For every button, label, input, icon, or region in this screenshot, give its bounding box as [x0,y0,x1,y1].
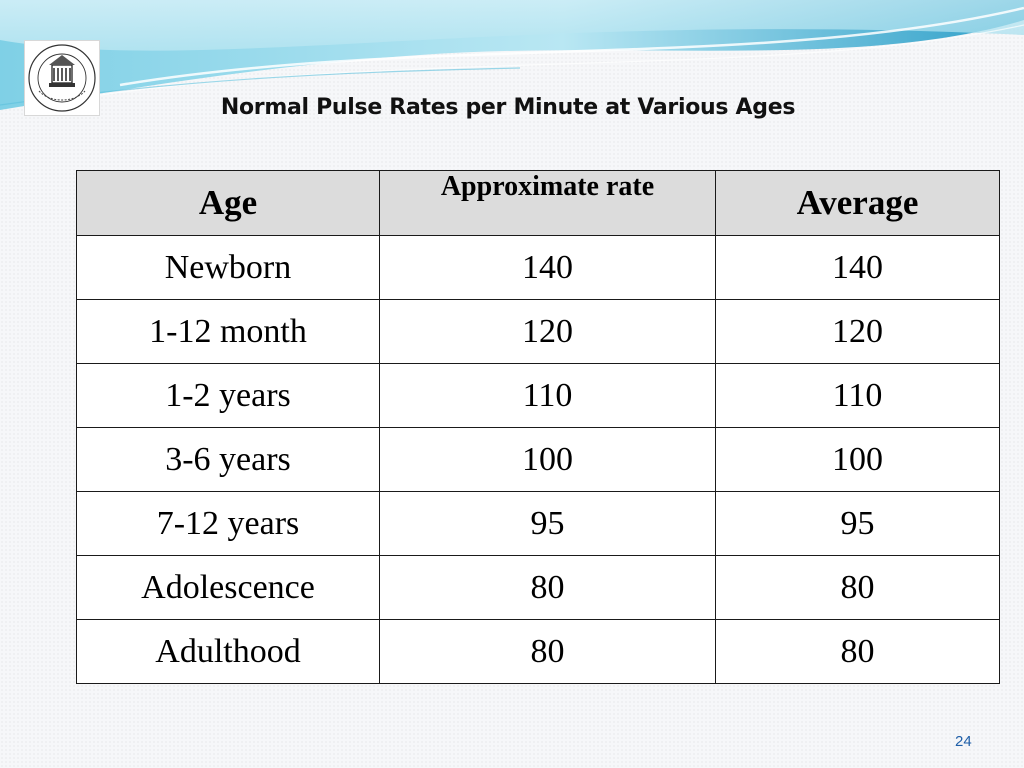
cell-rate: 120 [379,299,716,364]
cell-age: Newborn [76,235,380,300]
cell-rate: 80 [379,555,716,620]
university-logo [24,40,100,116]
table-row: Adolescence 80 80 [76,555,1000,620]
cell-average: 80 [715,619,1000,684]
cell-rate: 100 [379,427,716,492]
cell-average: 100 [715,427,1000,492]
cell-rate: 140 [379,235,716,300]
cell-rate: 110 [379,363,716,428]
table-row: 1-12 month 120 120 [76,299,1000,364]
table-row: Newborn 140 140 [76,235,1000,300]
cell-average: 110 [715,363,1000,428]
cell-age: Adulthood [76,619,380,684]
pulse-rate-table: Age Approximate rate Average Newborn 140… [76,170,1000,684]
table-row: 3-6 years 100 100 [76,427,1000,492]
cell-rate: 80 [379,619,716,684]
cell-average: 120 [715,299,1000,364]
cell-average: 95 [715,491,1000,556]
header-average: Average [715,170,1000,236]
page-number: 24 [955,733,972,750]
table-row: Adulthood 80 80 [76,619,1000,684]
cell-age: 1-2 years [76,363,380,428]
table-row: 7-12 years 95 95 [76,491,1000,556]
cell-average: 140 [715,235,1000,300]
header-approximate-rate: Approximate rate [379,170,716,236]
table-row: 1-2 years 110 110 [76,363,1000,428]
cell-age: Adolescence [76,555,380,620]
cell-age: 3-6 years [76,427,380,492]
cell-average: 80 [715,555,1000,620]
university-seal-icon [28,44,96,112]
slide-title: Normal Pulse Rates per Minute at Various… [220,95,796,120]
cell-rate: 95 [379,491,716,556]
cell-age: 1-12 month [76,299,380,364]
header-wave-decoration [0,0,1024,110]
cell-age: 7-12 years [76,491,380,556]
header-age: Age [76,170,380,236]
table-header-row: Age Approximate rate Average [76,170,1000,236]
